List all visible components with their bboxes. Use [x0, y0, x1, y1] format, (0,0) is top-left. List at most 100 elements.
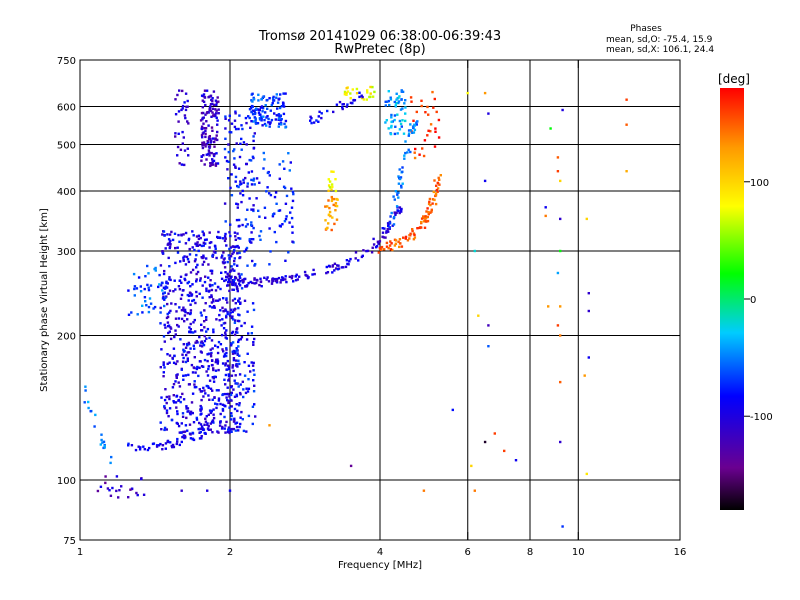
echo-point [230, 414, 233, 418]
echo-point [259, 230, 263, 233]
echo-point [211, 129, 214, 132]
echo-point [403, 157, 406, 160]
echo-point [470, 464, 473, 468]
echo-point [223, 266, 227, 269]
echo-point [268, 97, 271, 100]
echo-point [223, 353, 227, 356]
echo-point [183, 163, 186, 167]
echo-point [130, 311, 133, 314]
echo-point [262, 115, 265, 118]
echo-point [212, 413, 215, 416]
echo-point [385, 230, 388, 233]
echo-point [199, 430, 202, 434]
echo-point [283, 167, 286, 170]
echo-point [133, 287, 136, 291]
echo-point [202, 116, 205, 119]
echo-point [200, 398, 203, 402]
echo-point [328, 186, 332, 189]
echo-point [559, 217, 562, 221]
echo-point [380, 245, 384, 249]
echo-point [163, 407, 167, 410]
echo-point [236, 331, 239, 334]
echo-point [208, 231, 211, 234]
echo-point [227, 401, 230, 404]
echo-point [177, 233, 180, 237]
echo-point [407, 148, 410, 151]
echo-point [241, 278, 244, 282]
echo-point [287, 251, 290, 254]
echo-point [422, 215, 425, 218]
echo-point [195, 290, 198, 294]
echo-point [225, 329, 228, 332]
echo-point [147, 286, 150, 289]
echo-point [224, 237, 227, 240]
echo-point [200, 425, 204, 428]
echo-point [214, 245, 217, 248]
echo-point [412, 131, 416, 134]
echo-point [383, 227, 386, 230]
echo-point [233, 278, 236, 282]
echo-point [226, 284, 229, 287]
echo-point [196, 263, 199, 267]
echo-point [436, 190, 439, 193]
echo-point [234, 277, 238, 280]
echo-point [281, 223, 284, 226]
echo-point [214, 164, 218, 167]
echo-point [228, 257, 231, 261]
echo-point [215, 103, 218, 106]
echo-point [168, 354, 172, 357]
echo-point [168, 397, 171, 401]
echo-point [193, 318, 196, 322]
echo-point [252, 341, 255, 344]
echo-point [282, 105, 286, 108]
echo-point [186, 344, 189, 347]
echo-point [233, 231, 237, 234]
echo-point [210, 272, 214, 275]
echo-point [175, 310, 178, 313]
echo-point [153, 305, 157, 309]
echo-point [400, 245, 404, 248]
echo-point [248, 197, 251, 200]
echo-point [415, 123, 418, 126]
echo-point [294, 275, 297, 278]
echo-point [110, 455, 113, 459]
echo-point [168, 265, 171, 268]
echo-point [227, 177, 230, 180]
echo-point [559, 334, 562, 337]
colorbar-tick-label: 100 [750, 178, 769, 189]
colorbar-tick-label: 0 [750, 295, 756, 306]
echo-point [306, 276, 310, 280]
echo-point [199, 404, 202, 408]
echo-point [212, 159, 216, 163]
echo-point [245, 121, 248, 125]
echo-point [398, 128, 402, 131]
echo-point [225, 298, 228, 301]
echo-point [193, 386, 197, 389]
echo-point [191, 246, 194, 249]
echo-point [207, 425, 210, 428]
echo-point [438, 183, 441, 186]
echo-point [224, 232, 227, 236]
echo-point [391, 224, 394, 227]
echo-point [200, 94, 204, 97]
echo-point [393, 244, 397, 247]
echo-point [414, 147, 417, 151]
echo-point [207, 276, 210, 279]
echo-point [184, 436, 187, 439]
echo-point [332, 170, 335, 173]
echo-point [243, 321, 246, 325]
echo-point [397, 196, 400, 199]
echo-point [420, 220, 423, 224]
echo-point [173, 401, 176, 404]
echo-point [386, 100, 389, 103]
echo-point [216, 360, 220, 363]
echo-point [395, 101, 398, 105]
echo-point [169, 326, 172, 329]
echo-point [196, 365, 199, 369]
echo-point [397, 100, 401, 103]
echo-point [241, 194, 245, 197]
echo-point [334, 204, 337, 208]
echo-point [146, 448, 150, 452]
echo-point [220, 333, 224, 337]
echo-point [193, 356, 196, 359]
